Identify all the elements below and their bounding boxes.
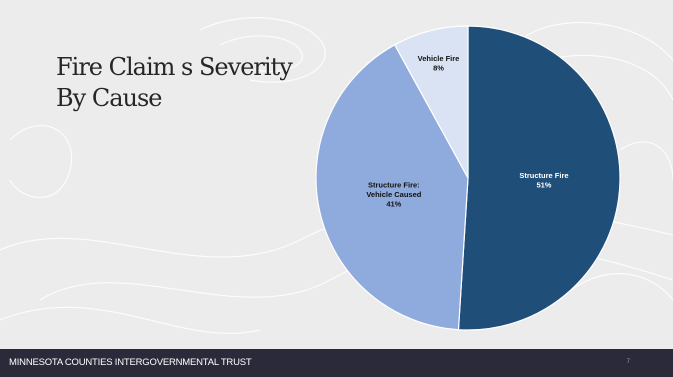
footer-organization-name: MINNESOTA COUNTIES INTERGOVERNMENTAL TRU…	[9, 357, 252, 368]
slide-title-line-2: By Cause	[56, 83, 316, 114]
pie-category-label-structure-fire: Structure Fire	[519, 171, 568, 180]
pie-category-label-structure-fire-vehicle-caused: Vehicle Caused	[366, 190, 421, 199]
footer-bar: MINNESOTA COUNTIES INTERGOVERNMENTAL TRU…	[0, 349, 673, 377]
pie-value-label-structure-fire-vehicle-caused: 41%	[386, 200, 401, 209]
pie-value-label-vehicle-fire: 8%	[433, 63, 444, 72]
pie-category-label-structure-fire-vehicle-caused: Structure Fire:	[368, 181, 420, 190]
slide-title: Fire Claim s Severity By Cause	[56, 52, 316, 114]
pie-value-label-structure-fire: 51%	[536, 181, 551, 190]
pie-category-label-vehicle-fire: Vehicle Fire	[418, 54, 460, 63]
slide-title-line-1: Fire Claim s Severity	[56, 52, 316, 83]
slide-page-number: 7	[627, 359, 630, 365]
